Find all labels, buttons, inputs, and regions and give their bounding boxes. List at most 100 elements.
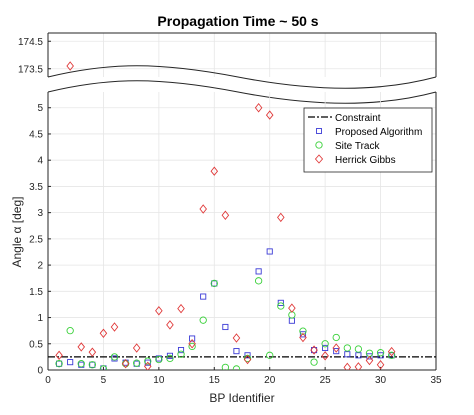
top-axes-background (48, 33, 436, 77)
herrick-gibbs-point (143, 361, 152, 370)
site-track-point (155, 355, 163, 364)
proposed-algorithm-point (255, 268, 262, 275)
legend-site-track-swatch (315, 141, 323, 149)
main-y-ticks: 0 0.5 1 1.5 2 2.5 3 3.5 4 4.5 5 (29, 103, 51, 377)
y-tick-label: 3 (37, 208, 43, 219)
proposed-algorithm-point (277, 299, 284, 306)
herrick-gibbs-point (110, 322, 119, 332)
legend-site-track-label: Site Track (335, 141, 380, 152)
main-axes-panel: 0 0.5 1 1.5 2 2.5 3 3.5 4 4.5 5 0 5 10 15 20 25 30 35 (29, 92, 442, 386)
proposed-algorithm-point (244, 352, 251, 359)
proposed-algorithm-point (89, 361, 96, 368)
herrick-gibbs-point (177, 303, 185, 314)
herrick-gibbs-point (354, 362, 363, 370)
herrick-gibbs-point (66, 61, 74, 71)
herrick-gibbs-point (221, 210, 230, 220)
x-axis-label: BP Identifier (209, 391, 274, 405)
herrick-gibbs-point (254, 103, 263, 113)
legend: Constraint Proposed Algorithm Site Track… (303, 107, 433, 173)
site-track-point (299, 327, 307, 335)
herrick-gibbs-point (365, 355, 374, 366)
site-track-point (99, 365, 108, 370)
site-track-point (343, 344, 351, 352)
site-track-point (166, 354, 174, 363)
herrick-gibbs-point (299, 332, 307, 343)
legend-proposed-label: Proposed Algorithm (335, 127, 422, 138)
top-data-marks (66, 61, 74, 71)
site-track-point (310, 358, 318, 366)
herrick-gibbs-point (188, 339, 196, 349)
x-ticks: 0 5 10 15 20 25 30 35 (45, 367, 442, 386)
herrick-gibbs-point (166, 320, 174, 330)
y-tick-label: 5 (37, 103, 43, 114)
y-tick-label: 4.5 (29, 129, 43, 140)
proposed-algorithm-point (377, 352, 384, 359)
herrick-gibbs-point (88, 347, 97, 357)
site-track-point (388, 351, 396, 359)
site-track-point (55, 360, 63, 368)
herrick-gibbs-point (210, 166, 219, 176)
x-tick-label: 30 (375, 375, 387, 386)
chart-title: Propagation Time ~ 50 s (157, 13, 318, 29)
site-track-point (188, 342, 196, 351)
herrick-gibbs-point (310, 345, 318, 355)
y-tick-label: 0.5 (29, 339, 43, 350)
site-track-point (232, 365, 241, 370)
site-track-point (266, 351, 274, 359)
proposed-algorithm-point (288, 317, 295, 324)
y-tick-label: 2.5 (29, 234, 43, 245)
legend-herrick-gibbs-label: Herrick Gibbs (335, 155, 396, 166)
proposed-algorithm-point (366, 353, 373, 360)
site-track-point (77, 360, 85, 368)
proposed-algorithm-point (322, 344, 329, 352)
proposed-algorithm-point (177, 347, 185, 354)
proposed-algorithm-point (266, 248, 273, 255)
herrick-gibbs-point (121, 358, 130, 369)
proposed-algorithm-point (233, 348, 240, 355)
site-track-point (88, 361, 96, 369)
y-axis-label: Angle α [deg] (10, 197, 24, 268)
proposed-algorithm-point (222, 323, 229, 331)
herrick-gibbs-point (155, 306, 163, 316)
proposed-algorithm-point (311, 347, 318, 354)
site-track-point (376, 349, 385, 357)
herrick-gibbs-point (321, 351, 329, 361)
legend-constraint-label: Constraint (335, 113, 381, 124)
legend-proposed-swatch (316, 128, 322, 134)
site-track-point (199, 316, 207, 324)
proposed-algorithm-point (200, 293, 207, 300)
herrick-gibbs-point (277, 212, 285, 223)
site-track-point (210, 279, 218, 288)
herrick-gibbs-point (343, 362, 352, 370)
x-tick-label: 35 (430, 375, 442, 386)
site-track-point (354, 345, 363, 353)
herrick-gibbs-point (55, 350, 63, 361)
site-track-point (321, 340, 329, 348)
y-tick-label-top: 174.5 (18, 37, 43, 48)
y-tick-label: 1 (37, 313, 43, 324)
y-tick-label: 1.5 (29, 287, 43, 298)
proposed-algorithm-point (166, 352, 173, 359)
proposed-algorithm-point (355, 352, 362, 359)
herrick-gibbs-point (199, 204, 207, 214)
proposed-algorithm-point (211, 280, 218, 287)
y-tick-label: 0 (37, 366, 43, 377)
y-tick-label-top: 173.5 (18, 64, 43, 75)
top-y-ticks: 173.5 174.5 (18, 37, 51, 75)
proposed-algorithm-point (56, 360, 63, 367)
herrick-gibbs-point (288, 303, 296, 313)
site-track-point (66, 327, 74, 335)
y-tick-label: 3.5 (29, 182, 43, 193)
site-track-point (177, 350, 185, 358)
legend-box (303, 107, 433, 173)
proposed-algorithm-point (299, 331, 307, 338)
x-tick-label: 5 (101, 375, 107, 386)
site-track-point (254, 277, 263, 285)
site-track-point (221, 363, 230, 370)
legend-herrick-gibbs-swatch (314, 154, 324, 164)
proposed-algorithm-point (344, 351, 351, 358)
site-track-point (110, 353, 119, 361)
site-track-point (133, 359, 141, 367)
y-tick-label: 4 (37, 156, 43, 167)
